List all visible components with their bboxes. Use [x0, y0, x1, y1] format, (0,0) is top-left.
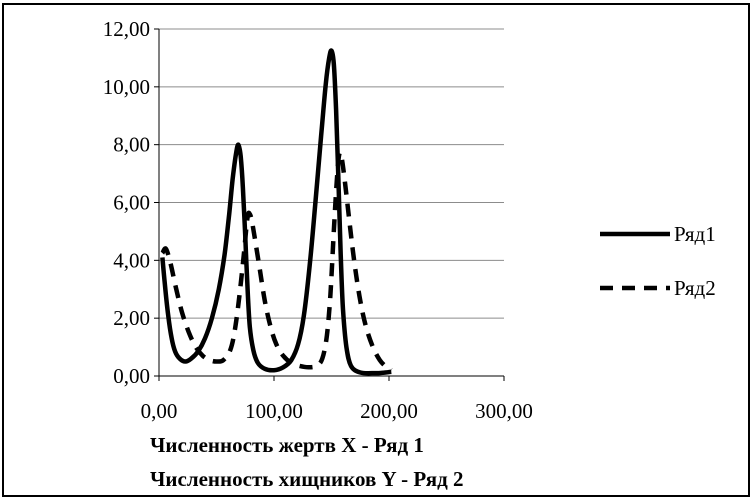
series-layer — [160, 48, 393, 376]
chart-frame: 0,00 2,00 4,00 6,00 8,00 10,00 12,00 0,00 100,0… — [2, 3, 750, 497]
y-tick-label: 8,00 — [113, 133, 150, 157]
y-tick-labels: 0,00 2,00 4,00 6,00 8,00 10,00 12,00 — [103, 17, 159, 388]
series-line-1 — [160, 48, 392, 376]
x-axis-label-line-2: Численность хищников Y - Ряд 2 — [150, 467, 463, 491]
y-tick-label: 6,00 — [113, 191, 150, 215]
y-tick-label: 10,00 — [103, 75, 150, 99]
y-tick-label: 4,00 — [113, 248, 150, 272]
legend: Ряд1 Ряд2 — [600, 222, 716, 300]
x-axis-label-line-1: Численность жертв X - Ряд 1 — [150, 433, 424, 457]
x-tick-labels: 0,00 100,00 200,00 300,00 — [141, 376, 533, 423]
y-tick-label: 12,00 — [103, 17, 150, 41]
gridlines — [159, 28, 504, 319]
line-chart: 0,00 2,00 4,00 6,00 8,00 10,00 12,00 0,00 100,0… — [103, 17, 716, 491]
legend-label-series-1: Ряд1 — [674, 222, 716, 246]
x-tick-label: 200,00 — [360, 399, 418, 423]
x-tick-label: 100,00 — [245, 399, 303, 423]
x-tick-label: 300,00 — [475, 399, 533, 423]
x-tick-label: 0,00 — [141, 399, 178, 423]
y-tick-label: 2,00 — [113, 306, 150, 330]
legend-label-series-2: Ряд2 — [674, 276, 716, 300]
y-tick-label: 0,00 — [113, 364, 150, 388]
series-line-2 — [160, 150, 393, 373]
